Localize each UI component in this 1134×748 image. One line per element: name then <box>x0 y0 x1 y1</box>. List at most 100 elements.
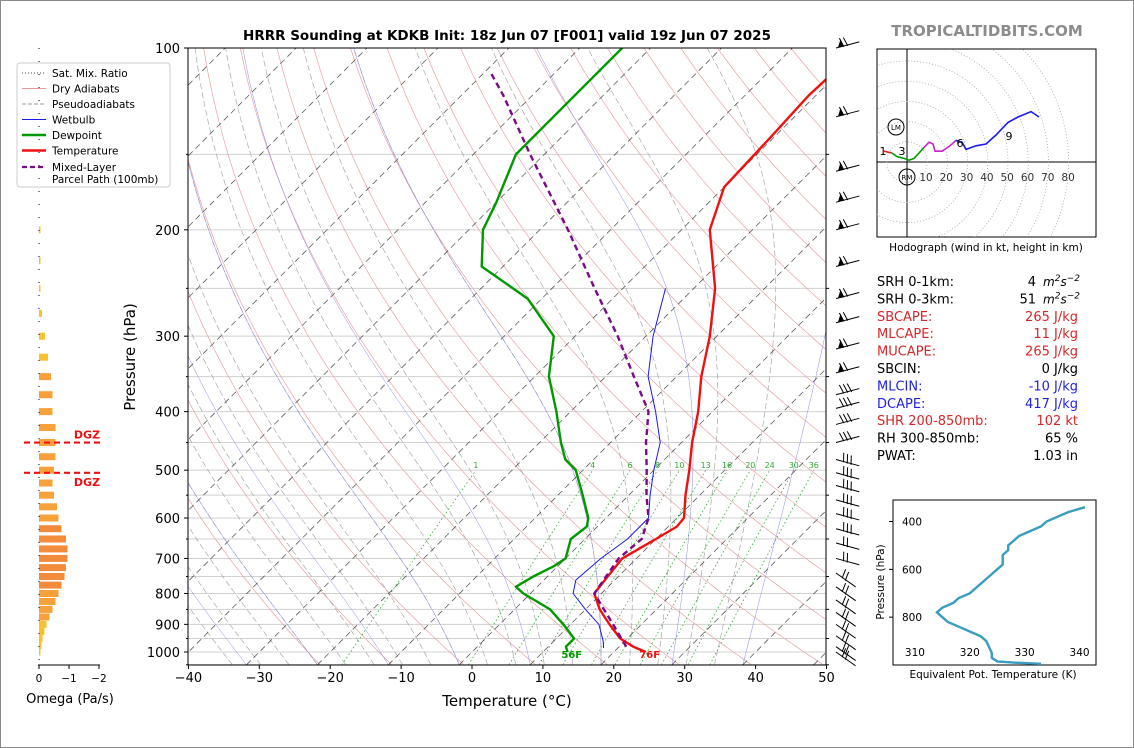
barb-flag <box>837 289 844 299</box>
wetbulb-guide <box>742 329 826 665</box>
sounding-stats: SRH 0-1km: 4 m2s−2 SRH 0-3km: 51 m2s−2 SBCAPE:… <box>877 274 1080 464</box>
mixing-ratio-line <box>562 469 680 665</box>
theta-e-x-tick-label: 320 <box>960 647 980 659</box>
legend-label: Mixed-Layer <box>52 162 117 174</box>
mixing-ratio-label: 4 <box>590 461 595 470</box>
wind-barb <box>835 338 860 350</box>
dry-adiabat <box>533 48 826 394</box>
x-tick-label: 0 <box>468 671 476 686</box>
y-tick-label: 100 <box>155 42 180 57</box>
isotherm <box>246 84 826 665</box>
barb-feather <box>843 452 845 463</box>
mixing-ratio-line <box>687 470 795 665</box>
x-tick-label: 50 <box>818 671 835 686</box>
omega-bar <box>39 613 50 621</box>
wind-barb <box>835 478 860 493</box>
omega-bar <box>39 648 41 656</box>
hodo-ring <box>886 141 928 183</box>
mixing-ratio-label: 10 <box>674 461 684 470</box>
skewt-series <box>480 48 826 654</box>
x-tick-label: −30 <box>246 671 273 686</box>
barb-feather <box>844 634 850 644</box>
pseudoadiabat <box>194 48 488 665</box>
skewt-xlabel: Temperature (°C) <box>441 692 571 710</box>
barb-feather <box>842 37 849 47</box>
barb-flag <box>837 220 844 230</box>
barb-feather <box>844 571 850 581</box>
pseudoadiabat <box>188 253 432 665</box>
barb-feather <box>842 431 849 441</box>
mixing-ratio-line <box>508 469 631 665</box>
theta-e-xlabel: Equivalent Pot. Temperature (K) <box>909 669 1076 681</box>
y-tick-label: 500 <box>155 464 180 479</box>
wind-barb <box>835 620 856 639</box>
isotherm <box>529 368 826 665</box>
omega-bar <box>39 581 62 589</box>
stat-label: SRH 0-1km: <box>877 275 954 290</box>
wind-barb <box>835 551 860 566</box>
barb-feather <box>846 413 853 422</box>
barb-feather <box>850 455 852 465</box>
barb-feather <box>841 596 847 606</box>
hodo-ring <box>877 101 968 223</box>
barb-feather <box>846 480 849 490</box>
series-dewpoint <box>480 48 624 653</box>
x-tick-label: −40 <box>175 671 202 686</box>
wind-barb <box>835 396 860 409</box>
omega-bar <box>39 590 59 597</box>
barb-feather <box>843 551 845 562</box>
omega-bar <box>39 554 68 562</box>
isotherm <box>188 48 793 653</box>
hodograph-caption: Hodograph (wind in kt, height in km) <box>889 242 1083 254</box>
stat-value: 65 % <box>1045 432 1078 447</box>
pseudoadiabat <box>188 324 403 665</box>
x-tick-label: 10 <box>535 671 552 686</box>
wind-barb <box>835 106 860 118</box>
pseudoadiabat <box>414 48 633 665</box>
barb-flag <box>837 340 844 349</box>
barb-feather <box>841 631 847 642</box>
omega-bar <box>39 226 41 234</box>
isotherm <box>388 226 826 665</box>
barb-feather <box>842 312 849 321</box>
series-wetbulb <box>572 288 666 649</box>
y-tick-label: 400 <box>155 406 180 421</box>
omega-bar <box>39 628 45 635</box>
omega-x-tick-label: 0 <box>36 673 43 685</box>
hodo-ring-label: 50 <box>1001 172 1014 184</box>
isotherm <box>317 155 826 665</box>
dry-adiabat <box>276 48 752 665</box>
omega-bar <box>39 503 57 511</box>
stat-label: MLCIN: <box>877 379 922 394</box>
x-tick-label: −20 <box>316 671 343 686</box>
theta-e-panel: 310 320 330 340 400 600 800 <box>889 506 1090 665</box>
theta-e-x-tick-label: 340 <box>1070 647 1090 659</box>
pseudoadiabat <box>302 48 573 665</box>
barb-feather <box>838 106 845 116</box>
omega-bar <box>39 466 54 474</box>
theta-e-plot <box>935 506 1086 665</box>
barb-feather <box>838 362 845 372</box>
legend-label: Temperature <box>51 146 119 158</box>
stat-label: RH 300-850mb: <box>877 432 980 447</box>
wind-barb <box>835 608 856 627</box>
legend-label: Parcel Path (100mb) <box>52 174 158 186</box>
omega-bar <box>39 309 42 317</box>
wetbulb-guide <box>188 482 318 665</box>
wind-barb <box>835 191 860 203</box>
barb-feather <box>841 608 847 618</box>
wetbulb-guide <box>242 48 531 665</box>
omega-bar <box>39 373 51 381</box>
legend-box <box>16 62 171 188</box>
wind-barb <box>835 362 860 374</box>
stat-unit: m2s−2 <box>1043 274 1080 289</box>
barb-feather <box>838 432 845 442</box>
wind-barb <box>835 596 856 615</box>
dry-adiabat <box>496 48 826 438</box>
wetbulb-guide <box>353 48 602 665</box>
wind-barbs <box>835 37 860 667</box>
dry-adiabat <box>188 290 465 665</box>
wind-barb <box>835 413 860 425</box>
mixing-ratio-line <box>639 470 751 665</box>
